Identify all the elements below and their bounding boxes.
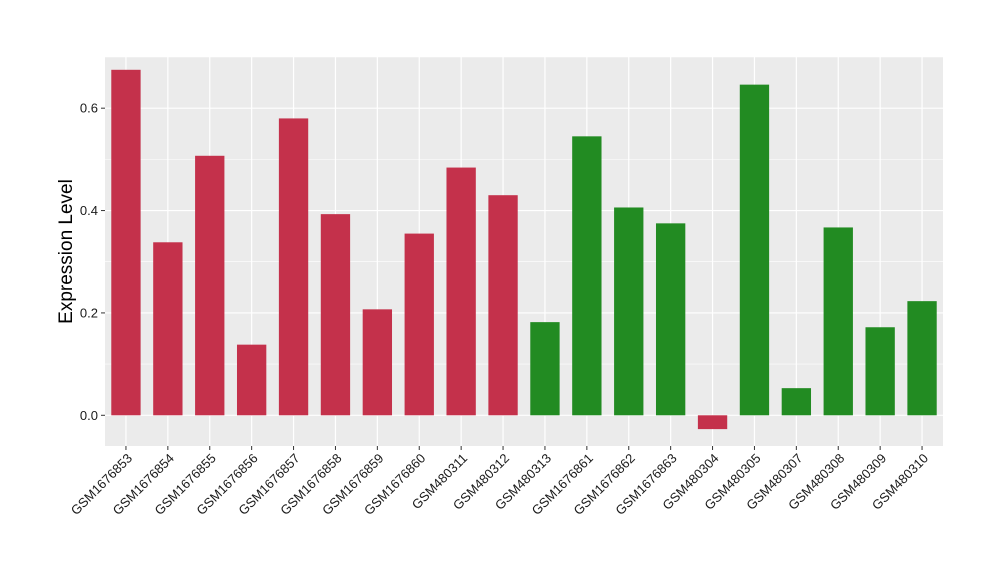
bar bbox=[488, 195, 518, 416]
bar bbox=[907, 301, 937, 416]
bar bbox=[236, 344, 267, 416]
bar bbox=[195, 155, 225, 416]
bar bbox=[781, 388, 812, 416]
bar bbox=[446, 167, 476, 416]
bar bbox=[320, 214, 351, 416]
y-axis-title: Expression Level bbox=[56, 179, 77, 324]
plot-panel bbox=[105, 57, 943, 446]
bar bbox=[153, 242, 183, 416]
bar bbox=[823, 227, 853, 416]
bar bbox=[404, 233, 434, 416]
y-tick-label: 0.2 bbox=[80, 305, 98, 320]
bar bbox=[655, 223, 686, 416]
bar-series bbox=[111, 69, 937, 430]
bar bbox=[614, 207, 644, 416]
bar bbox=[362, 309, 393, 416]
y-tick-label: 0.6 bbox=[80, 101, 98, 116]
y-axis: 0.0 0.2 0.4 0.6 bbox=[80, 101, 105, 423]
bar bbox=[865, 327, 895, 416]
bar bbox=[572, 136, 602, 416]
bar bbox=[739, 84, 770, 416]
bar bbox=[530, 322, 560, 416]
bar bbox=[278, 118, 309, 416]
y-tick-label: 0.0 bbox=[80, 408, 98, 423]
y-tick-label: 0.4 bbox=[80, 203, 98, 218]
bar bbox=[697, 415, 728, 430]
bar bbox=[111, 69, 141, 416]
